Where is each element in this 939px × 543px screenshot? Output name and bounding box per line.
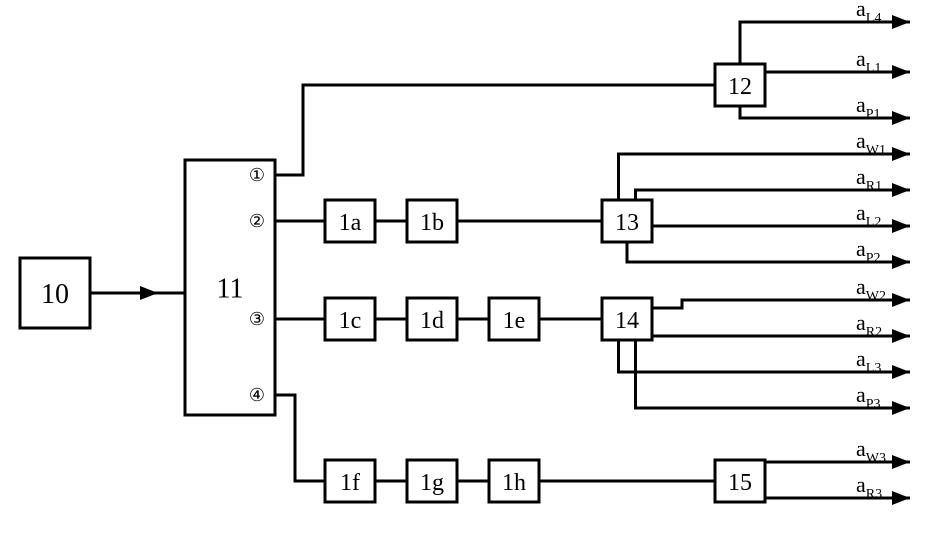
node-label-n1d: 1d [420,308,444,334]
node-label-n11: 11 [217,274,244,305]
node-label-n13: 13 [615,210,639,236]
node-label-n15: 15 [728,470,752,496]
port-p4: ④ [249,385,265,405]
node-label-n1b: 1b [420,210,444,236]
node-label-n1e: 1e [503,308,526,334]
node-label-n1a: 1a [339,210,362,236]
node-label-n1g: 1g [420,470,444,496]
node-label-n1f: 1f [340,470,360,496]
port-p2: ② [249,211,265,231]
node-label-n1h: 1h [502,470,526,496]
node-label-n14: 14 [615,308,639,334]
node-label-n1c: 1c [339,308,362,334]
node-label-n10: 10 [41,279,69,310]
node-label-n12: 12 [728,74,752,100]
port-p1: ① [249,165,265,185]
port-p3: ③ [249,309,265,329]
